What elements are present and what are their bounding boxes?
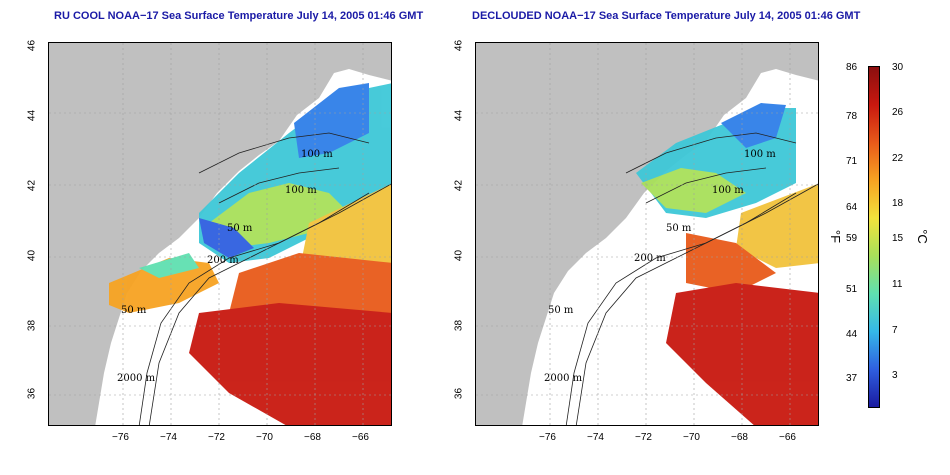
lon-tick: −70 bbox=[683, 432, 700, 443]
graticule bbox=[49, 43, 391, 425]
isobath-label: 50 m bbox=[121, 305, 147, 316]
left-sst-map: 100 m 100 m 50 m 200 m 50 m 2000 m bbox=[48, 42, 392, 426]
isobath-lines bbox=[565, 132, 818, 425]
lat-tick: 36 bbox=[453, 387, 465, 400]
lon-tick: −72 bbox=[208, 432, 225, 443]
fahrenheit-tick: 64 bbox=[846, 202, 858, 213]
lat-tick: 38 bbox=[26, 319, 38, 332]
isobath-label: 100 m bbox=[744, 149, 776, 160]
left-map-svg: 100 m 100 m 50 m 200 m 50 m 2000 m bbox=[49, 43, 391, 425]
isobath-label: 2000 m bbox=[117, 373, 156, 384]
fahrenheit-tick: 37 bbox=[846, 373, 858, 384]
isobath-label: 200 m bbox=[207, 255, 239, 266]
isobath-label: 50 m bbox=[227, 223, 253, 234]
lon-tick: −66 bbox=[779, 432, 796, 443]
isobath-label: 2000 m bbox=[544, 373, 583, 384]
fahrenheit-tick: 59 bbox=[846, 233, 858, 244]
lon-tick: −76 bbox=[539, 432, 556, 443]
right-sst-map: 100 m 100 m 50 m 200 m 50 m 2000 m bbox=[475, 42, 819, 426]
sst-field-right bbox=[636, 103, 818, 425]
isobath-label: 100 m bbox=[712, 185, 744, 196]
lat-tick: 36 bbox=[26, 387, 38, 400]
sst-field-left bbox=[109, 83, 391, 425]
celsius-tick: 11 bbox=[892, 279, 903, 290]
isobath-label: 100 m bbox=[301, 149, 333, 160]
lon-tick: −74 bbox=[587, 432, 604, 443]
lat-tick: 42 bbox=[453, 179, 465, 192]
isobath-lines bbox=[138, 132, 391, 425]
lat-tick: 44 bbox=[453, 109, 465, 122]
left-map-title: RU COOL NOAA−17 Sea Surface Temperature … bbox=[54, 10, 424, 22]
lat-tick: 40 bbox=[26, 249, 38, 262]
isobath-label: 50 m bbox=[548, 305, 574, 316]
fahrenheit-tick: 71 bbox=[846, 156, 858, 167]
fahrenheit-tick: 78 bbox=[846, 111, 858, 122]
lat-tick: 44 bbox=[26, 109, 38, 122]
right-map-title: DECLOUDED NOAA−17 Sea Surface Temperatur… bbox=[472, 10, 861, 22]
lon-tick: −72 bbox=[635, 432, 652, 443]
celsius-tick: 15 bbox=[892, 233, 904, 244]
lat-tick: 38 bbox=[453, 319, 465, 332]
lon-tick: −66 bbox=[352, 432, 369, 443]
lon-tick: −68 bbox=[304, 432, 321, 443]
isobath-label: 50 m bbox=[666, 223, 692, 234]
fahrenheit-tick: 44 bbox=[846, 329, 858, 340]
celsius-tick: 26 bbox=[892, 107, 904, 118]
lon-tick: −68 bbox=[731, 432, 748, 443]
graticule bbox=[476, 43, 818, 425]
lat-tick: 46 bbox=[453, 39, 465, 52]
celsius-tick: 22 bbox=[892, 153, 904, 164]
celsius-unit-label: °C bbox=[914, 229, 930, 244]
right-map-svg: 100 m 100 m 50 m 200 m 50 m 2000 m bbox=[476, 43, 818, 425]
temperature-colorbar bbox=[868, 66, 880, 408]
fahrenheit-tick: 86 bbox=[846, 62, 858, 73]
land-region bbox=[476, 43, 818, 425]
land-region bbox=[49, 43, 391, 425]
celsius-tick: 3 bbox=[892, 370, 898, 381]
isobath-label: 200 m bbox=[634, 253, 666, 264]
isobath-label: 100 m bbox=[285, 185, 317, 196]
lon-tick: −74 bbox=[160, 432, 177, 443]
lat-tick: 42 bbox=[26, 179, 38, 192]
fahrenheit-tick: 51 bbox=[846, 284, 858, 295]
fahrenheit-unit-label: °F bbox=[828, 229, 844, 244]
celsius-tick: 30 bbox=[892, 62, 904, 73]
celsius-tick: 18 bbox=[892, 198, 904, 209]
lon-tick: −70 bbox=[256, 432, 273, 443]
lat-tick: 46 bbox=[26, 39, 38, 52]
lon-tick: −76 bbox=[112, 432, 129, 443]
celsius-tick: 7 bbox=[892, 325, 898, 336]
lat-tick: 40 bbox=[453, 249, 465, 262]
